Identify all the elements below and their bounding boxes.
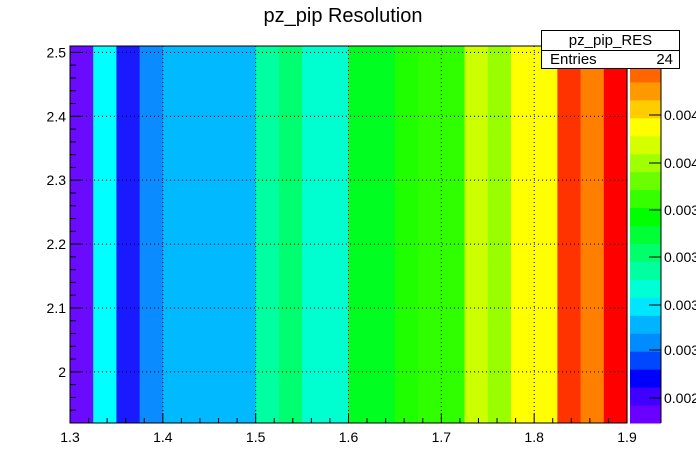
heatmap-cell (464, 46, 489, 423)
colorbar-swatch (630, 405, 661, 424)
heatmap-cell (302, 46, 326, 423)
heatmap-cell (580, 46, 605, 423)
colorbar-swatch (630, 333, 661, 352)
heatmap-cell (603, 46, 628, 423)
colorbar-swatch (630, 261, 661, 280)
heatmap-cell (232, 46, 257, 423)
colorbar-swatch (630, 297, 661, 316)
heatmap-cell (139, 46, 164, 423)
stats-title: pz_pip_RES (542, 31, 679, 51)
colorbar-swatch (630, 99, 661, 119)
colorbar: 0.002 0.003 0.003 0.003 0.003 0.004 0.004 (630, 46, 696, 424)
y-tick-label: 2.1 (47, 300, 67, 316)
heatmap-cell (441, 46, 466, 423)
heatmap-cell (534, 46, 558, 423)
heatmap-cell (162, 46, 187, 423)
colorbar-label: 0.004 (664, 107, 696, 123)
colorbar-swatch (630, 279, 661, 298)
colorbar-label: 0.004 (664, 155, 696, 171)
colorbar-label: 0.003 (664, 342, 696, 358)
colorbar-swatch (630, 225, 661, 244)
heatmap-cell (557, 46, 582, 423)
heatmap-cell (209, 46, 234, 423)
colorbar-swatch (630, 387, 661, 406)
heatmap-cell (116, 46, 141, 423)
y-tick-label: 2 (58, 364, 66, 380)
heatmap-cell (348, 46, 373, 423)
stats-entries-value: 24 (656, 51, 673, 68)
y-tick-label: 2.4 (47, 108, 67, 124)
colorbar-swatch (630, 207, 661, 227)
heatmap-cell (70, 46, 94, 423)
x-tick-label: 1.4 (153, 429, 173, 445)
heatmap-cell (93, 46, 118, 423)
chart-title: pz_pip Resolution (264, 5, 423, 27)
colorbar-swatch (630, 189, 661, 209)
colorbar-swatch (630, 135, 661, 155)
y-tick-label: 2.5 (47, 44, 67, 60)
colorbar-swatch (630, 117, 661, 137)
colorbar-label: 0.003 (664, 297, 696, 313)
colorbar-swatch (630, 315, 661, 334)
x-tick-label: 1.5 (246, 429, 266, 445)
colorbar-label: 0.002 (664, 390, 696, 406)
heatmap-cell (186, 46, 210, 423)
grid-lines (70, 46, 627, 423)
x-tick-label: 1.7 (432, 429, 452, 445)
x-tick-label: 1.9 (617, 429, 637, 445)
heatmap-cells (70, 46, 628, 423)
x-tick-label: 1.3 (60, 429, 80, 445)
heatmap-cell (325, 46, 350, 423)
heatmap-cell (255, 46, 280, 423)
heatmap-cell (487, 46, 512, 423)
x-tick-label: 1.6 (339, 429, 359, 445)
colorbar-swatch (630, 369, 661, 388)
x-tick-label: 1.8 (524, 429, 544, 445)
heatmap-cell (371, 46, 396, 423)
colorbar-swatch (630, 81, 661, 101)
heatmap-cell (510, 46, 535, 423)
colorbar-swatch (630, 243, 661, 262)
colorbar-swatch (630, 153, 661, 173)
heatmap-cell (418, 46, 442, 423)
stats-entries-label: Entries (550, 51, 597, 68)
heatmap-cell (278, 46, 303, 423)
colorbar-label: 0.003 (664, 249, 696, 265)
colorbar-label: 0.003 (664, 202, 696, 218)
axes: 1.3 1.4 1.5 1.6 1.7 1.8 1.9 2 2.1 2.2 2.3 2.4 2.5 (47, 44, 637, 445)
y-tick-label: 2.2 (47, 236, 67, 252)
colorbar-swatch (630, 351, 661, 370)
stats-box: pz_pip_RES Entries 24 (541, 30, 680, 69)
colorbar-swatch (630, 171, 661, 191)
y-tick-label: 2.3 (47, 172, 67, 188)
heatmap-cell (394, 46, 419, 423)
